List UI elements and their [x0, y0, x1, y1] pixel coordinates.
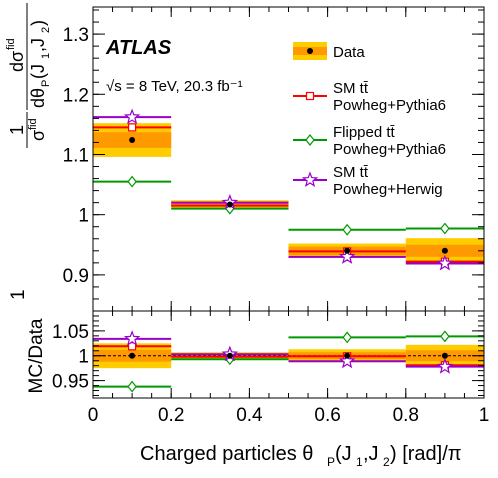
series-marker	[123, 330, 141, 346]
top-panel: 0.9 1 1.1 1.2 1.3	[63, 6, 485, 312]
series-marker	[338, 352, 356, 369]
legend-label-line2: Powheg+Pythia6	[333, 97, 446, 114]
xlabel-comma: ,J	[363, 443, 379, 465]
ylabel-top-comma: ,J	[28, 38, 48, 52]
y-tick-label: 1	[78, 206, 89, 227]
legend-label-line1: SM tt̄	[333, 164, 369, 181]
series-marker	[128, 123, 137, 132]
legend-label-line1: SM tt̄	[333, 80, 369, 97]
ylabel-top-1: 1	[8, 289, 29, 300]
x-tick-label: 0.8	[393, 405, 419, 426]
ylabel-top-denominator-sup: fid	[27, 118, 39, 130]
y-tick-label: 1	[78, 347, 89, 368]
ylabel-top-j1: 1	[40, 53, 52, 59]
series-marker	[127, 380, 137, 393]
series-marker	[342, 331, 352, 344]
y-tick-label: 1.2	[63, 85, 89, 106]
x-tick-label: 0.6	[314, 405, 340, 426]
y-tick-label: 1.05	[52, 322, 89, 343]
xlabel-sub2: 1	[356, 455, 363, 469]
data-point	[129, 137, 136, 144]
xlabel-sub1: P	[327, 455, 335, 469]
experiment-label: ATLAS	[105, 37, 172, 59]
series-marker	[440, 222, 450, 235]
legend-label-line2: Powheg+Pythia6	[333, 141, 446, 158]
legend-label-line2: Powheg+Herwig	[333, 181, 443, 198]
series-marker	[128, 342, 137, 351]
ylabel-top-frac-num-sup: fid	[5, 38, 17, 50]
y-tick-label: 1.3	[63, 25, 89, 46]
series-marker	[123, 108, 141, 125]
xlabel-main: Charged particles θ	[140, 443, 313, 465]
legend-marker	[305, 134, 315, 146]
ratio-panel: 0.95 1 1.05 0 0.2 0.4 0.6 0.8 1	[52, 310, 490, 426]
legend-marker	[301, 171, 319, 188]
x-tick-label: 0.2	[158, 405, 184, 426]
x-tick-label: 0.4	[236, 405, 263, 426]
data-point	[441, 247, 448, 254]
x-axis-label: Charged particles θ P (J 1 ,J 2 ) [rad]/…	[140, 443, 462, 469]
x-tick-label: 0	[88, 405, 99, 426]
series-marker	[127, 175, 137, 188]
legend-data-marker	[307, 48, 313, 54]
data-point	[226, 352, 233, 359]
xlabel-sub3: 2	[383, 455, 390, 469]
legend-data-label: Data	[333, 44, 365, 61]
energy-label: √s = 8 TeV, 20.3 fb⁻¹	[106, 78, 243, 95]
ylabel-top-frac-den-tail: (J	[28, 64, 48, 79]
data-point	[344, 352, 351, 359]
data-point	[226, 201, 233, 208]
top-y-axis-label: 1	[8, 289, 29, 300]
data-point	[441, 352, 448, 359]
y-tick-label: 1.1	[63, 145, 89, 166]
ylabel-top-denominator: σ	[28, 130, 48, 141]
series-marker	[436, 358, 454, 374]
ylabel-top-frac-den-sub: P	[40, 80, 52, 87]
ylabel-top-close: )	[28, 20, 48, 26]
series-marker	[440, 330, 450, 343]
series-marker	[338, 248, 356, 264]
ylabel-top-frac-den: dθ	[28, 88, 48, 108]
ylabel-top-frac-num: dσ	[7, 51, 27, 72]
ratio-y-axis-label: MC/Data	[26, 318, 47, 393]
legend-label-line1: Flipped tt̄	[333, 124, 396, 141]
xlabel-mid: (J	[335, 443, 352, 465]
y-tick-label: 0.9	[63, 266, 89, 287]
series-marker	[436, 254, 454, 271]
x-tick-label: 1	[479, 405, 490, 426]
top-y-axis-label-frac: 1 σ fid dσ fid dθ P (J 1 ,J 2 )	[5, 3, 52, 148]
data-point	[344, 247, 351, 254]
ylabel-top-numerator: 1	[7, 125, 27, 135]
y-tick-label: 0.95	[52, 372, 89, 393]
legend-marker	[305, 91, 315, 101]
xlabel-end: ) [rad]/π	[390, 443, 462, 465]
ylabel-top-j2: 2	[40, 27, 52, 33]
series-marker	[342, 223, 352, 236]
data-point	[129, 352, 136, 359]
